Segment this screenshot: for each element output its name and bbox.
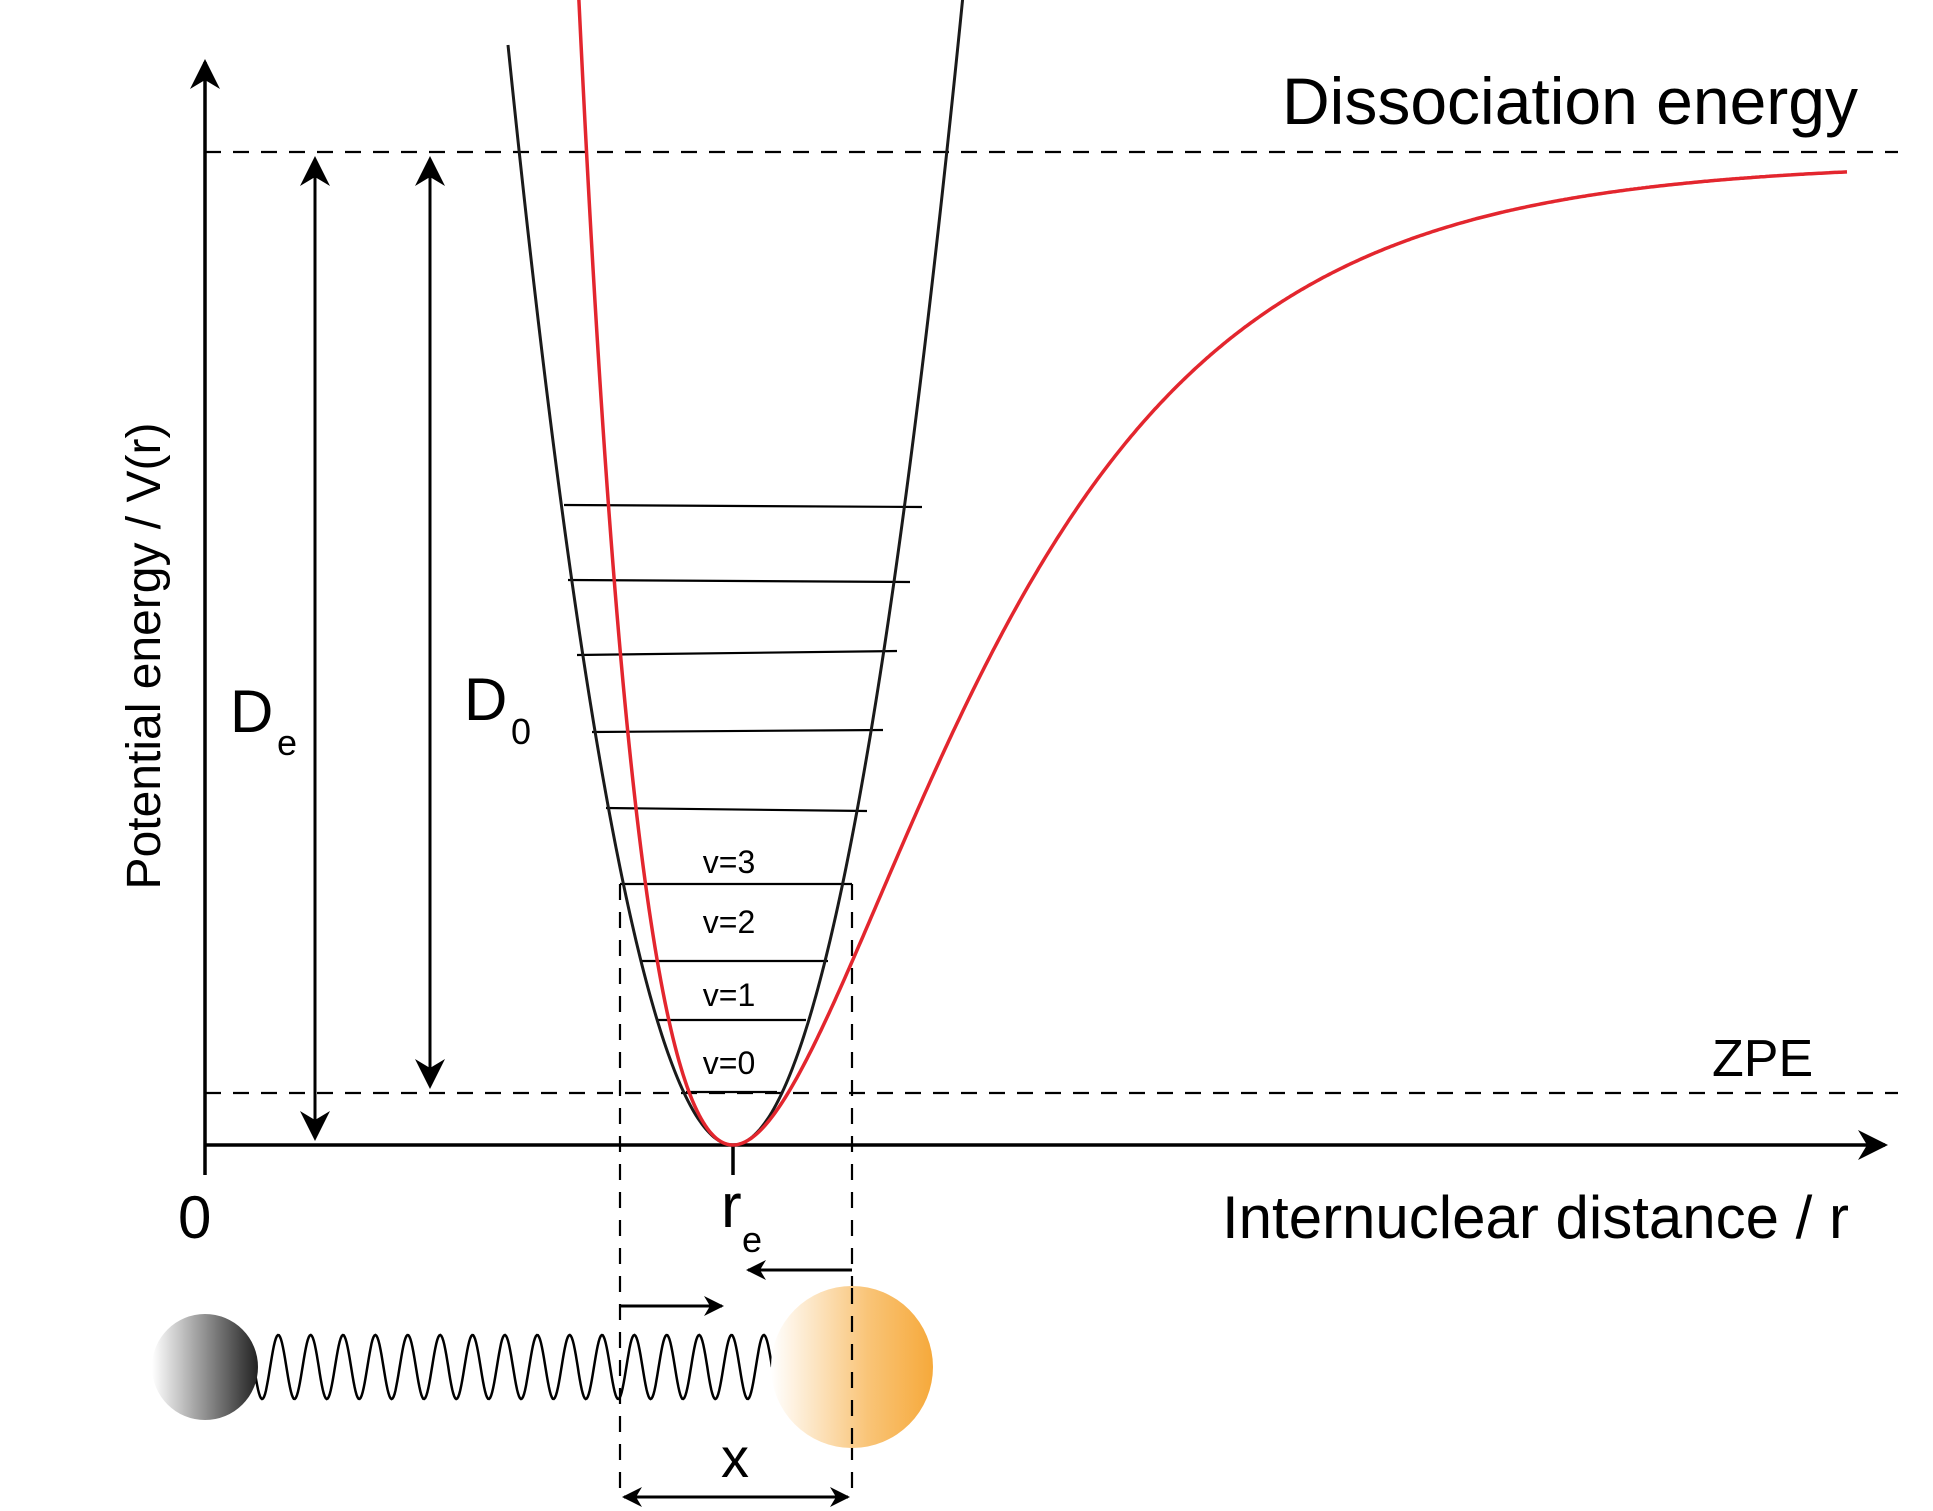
d0-subscript: 0 — [511, 711, 531, 752]
re-subscript: e — [742, 1219, 762, 1260]
right-atom-icon — [771, 1286, 933, 1448]
spring-icon — [252, 1333, 774, 1401]
de-subscript: e — [277, 722, 297, 763]
level-line — [591, 728, 884, 734]
left-atom-icon — [152, 1314, 258, 1420]
re-label: r — [721, 1172, 742, 1241]
harmonic-potential-curve — [506, 0, 965, 1147]
y-axis-label: Potential energy / V(r) — [118, 423, 171, 890]
origin-label: 0 — [178, 1184, 211, 1251]
level-line — [605, 806, 868, 813]
displacement-arrows — [620, 1260, 852, 1507]
axes — [190, 59, 1888, 1175]
level-label-v3: v=3 — [703, 844, 755, 880]
level-label-v2: v=2 — [703, 904, 755, 940]
level-label-v1: v=1 — [703, 977, 755, 1013]
vibrational-level-lines — [563, 503, 923, 1094]
reference-lines — [205, 150, 1898, 1500]
d0-label: D — [464, 666, 507, 733]
level-line — [563, 503, 923, 509]
dissociation-label: Dissociation energy — [1282, 64, 1858, 138]
x-axis-label: Internuclear distance / r — [1222, 1184, 1849, 1251]
level-line — [576, 649, 898, 657]
de-label: D — [230, 678, 273, 745]
level-label-v0: v=0 — [703, 1045, 755, 1081]
morse-potential-curve — [577, 0, 1848, 1147]
zpe-label: ZPE — [1712, 1030, 1813, 1088]
energy-arrows — [300, 156, 445, 1141]
displacement-label: x — [721, 1426, 749, 1489]
level-line — [567, 578, 911, 584]
